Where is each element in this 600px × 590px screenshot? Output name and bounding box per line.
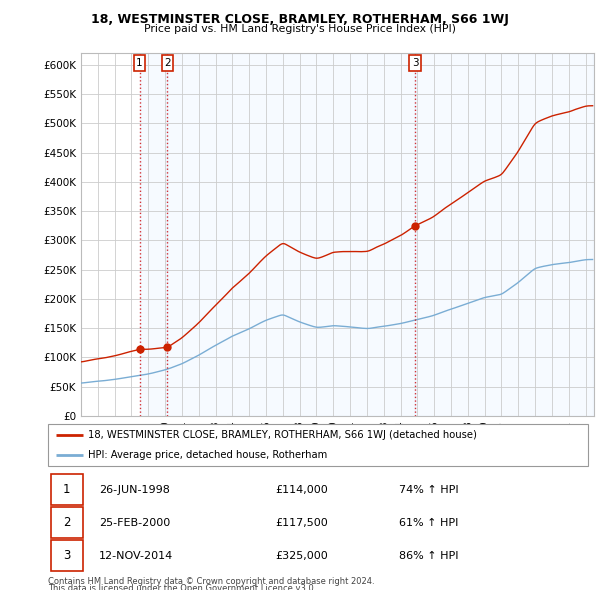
Text: 26-JUN-1998: 26-JUN-1998 bbox=[100, 484, 170, 494]
Bar bbox=[167, 53, 415, 416]
Text: 12-NOV-2014: 12-NOV-2014 bbox=[100, 550, 173, 560]
Text: 61% ↑ HPI: 61% ↑ HPI bbox=[399, 517, 458, 527]
Text: 1: 1 bbox=[136, 58, 143, 68]
Text: 74% ↑ HPI: 74% ↑ HPI bbox=[399, 484, 458, 494]
Text: HPI: Average price, detached house, Rotherham: HPI: Average price, detached house, Roth… bbox=[89, 450, 328, 460]
Text: 3: 3 bbox=[412, 58, 419, 68]
Bar bbox=[415, 53, 593, 416]
Text: £325,000: £325,000 bbox=[275, 550, 328, 560]
Text: 18, WESTMINSTER CLOSE, BRAMLEY, ROTHERHAM, S66 1WJ (detached house): 18, WESTMINSTER CLOSE, BRAMLEY, ROTHERHA… bbox=[89, 430, 478, 440]
Text: 2: 2 bbox=[63, 516, 71, 529]
Text: 18, WESTMINSTER CLOSE, BRAMLEY, ROTHERHAM, S66 1WJ: 18, WESTMINSTER CLOSE, BRAMLEY, ROTHERHA… bbox=[91, 13, 509, 26]
Text: Price paid vs. HM Land Registry's House Price Index (HPI): Price paid vs. HM Land Registry's House … bbox=[144, 24, 456, 34]
Text: £117,500: £117,500 bbox=[275, 517, 328, 527]
Text: Contains HM Land Registry data © Crown copyright and database right 2024.: Contains HM Land Registry data © Crown c… bbox=[48, 577, 374, 586]
Bar bbox=[140, 53, 167, 416]
Text: £114,000: £114,000 bbox=[275, 484, 328, 494]
FancyBboxPatch shape bbox=[50, 540, 83, 571]
Text: 86% ↑ HPI: 86% ↑ HPI bbox=[399, 550, 458, 560]
Text: This data is licensed under the Open Government Licence v3.0.: This data is licensed under the Open Gov… bbox=[48, 584, 316, 590]
Text: 2: 2 bbox=[164, 58, 171, 68]
FancyBboxPatch shape bbox=[48, 424, 588, 466]
Text: 25-FEB-2000: 25-FEB-2000 bbox=[100, 517, 170, 527]
FancyBboxPatch shape bbox=[50, 474, 83, 505]
FancyBboxPatch shape bbox=[50, 507, 83, 538]
Text: 1: 1 bbox=[63, 483, 71, 496]
Text: 3: 3 bbox=[63, 549, 71, 562]
